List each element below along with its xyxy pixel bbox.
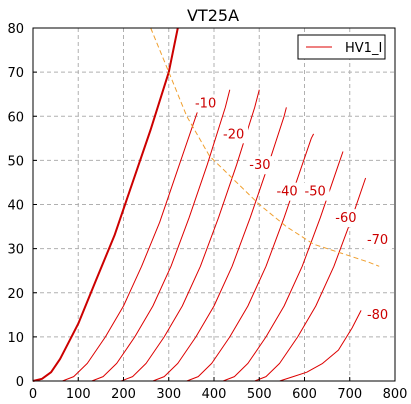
x-tick-label: 800 <box>383 387 408 402</box>
curve-label-bg <box>246 156 275 175</box>
x-tick-label: 500 <box>247 387 272 402</box>
limit-curve-group <box>150 27 380 267</box>
curve-label: -30 <box>249 158 270 173</box>
plate-curve <box>279 310 362 382</box>
legend: HV1_I <box>297 34 386 60</box>
curve-label-bg <box>363 306 392 325</box>
curve-labels: -10 -20 -30 -40 -50 -60 -70 -80 <box>191 94 392 325</box>
x-tick-label: 0 <box>29 387 37 402</box>
plate-curve <box>186 133 315 382</box>
curve-label: -70 <box>367 233 388 248</box>
x-tick-label: 300 <box>156 387 181 402</box>
y-tick-label: 0 <box>16 375 24 390</box>
curve-label: -40 <box>276 185 297 200</box>
legend-entry-label: HV1_I <box>345 41 382 56</box>
y-tick-label: 80 <box>7 22 24 37</box>
grid <box>33 28 395 381</box>
plate-curve <box>91 89 231 382</box>
x-tick-label: 400 <box>202 387 227 402</box>
plate-curve-bold <box>32 27 179 382</box>
y-tick-label: 20 <box>7 287 24 302</box>
curve-label-bg <box>220 125 249 144</box>
plate-curve <box>222 151 344 382</box>
curve-label-bg <box>301 182 330 201</box>
curve-label-bg <box>363 231 392 250</box>
tick-labels: 0 100 200 300 400 500 600 700 800 0 10 20 30 40 50 60 70… <box>7 22 407 402</box>
axis-ticks <box>32 27 396 382</box>
chart-title: VT25A <box>187 6 239 25</box>
plate-curve <box>62 102 201 382</box>
x-tick-label: 200 <box>111 387 136 402</box>
y-tick-label: 70 <box>7 66 24 81</box>
curve-label: -60 <box>335 211 356 226</box>
y-tick-label: 10 <box>7 331 24 346</box>
curve-label: -80 <box>367 308 388 323</box>
plate-curve <box>152 107 287 382</box>
y-tick-label: 50 <box>7 154 24 169</box>
x-tick-label: 600 <box>292 387 317 402</box>
curve-label: -50 <box>305 185 326 200</box>
curve-label: -10 <box>195 96 216 111</box>
curve-label-bg <box>191 94 220 113</box>
y-tick-label: 30 <box>7 243 24 258</box>
x-tick-label: 700 <box>337 387 362 402</box>
curve-label-bg <box>273 182 302 201</box>
curve-label: -20 <box>223 127 244 142</box>
limit-curve <box>150 27 380 267</box>
x-tick-label: 100 <box>66 387 91 402</box>
y-tick-label: 60 <box>7 110 24 125</box>
y-tick-label: 40 <box>7 199 24 214</box>
curve-label-bg <box>332 209 361 228</box>
